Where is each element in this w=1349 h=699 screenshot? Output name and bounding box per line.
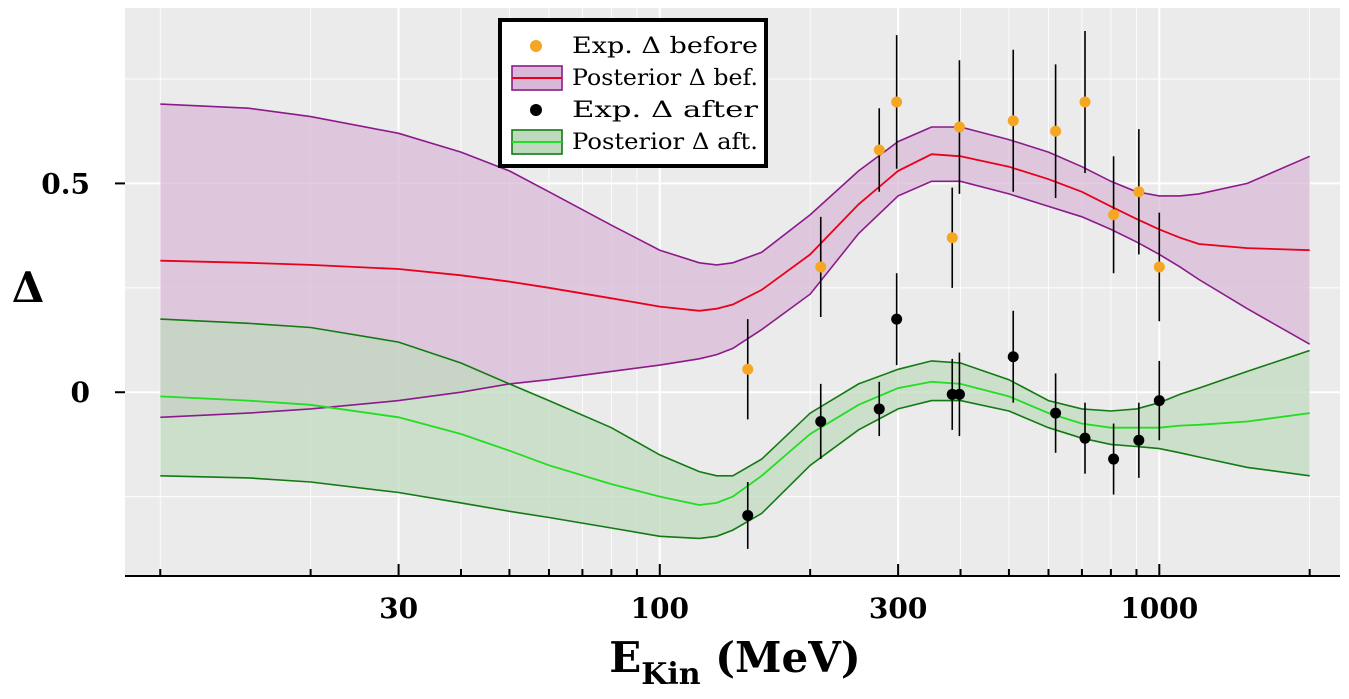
data-point-0-6 [1007,115,1019,127]
data-point-0-7 [1050,125,1062,137]
posterior-mean-line-0 [160,153,1310,312]
data-point-0-2 [873,144,885,156]
posterior-mean-line-1 [160,380,1310,506]
data-point-1-1 [815,415,827,427]
y-tick-label-0: 0.5 [41,167,90,200]
data-point-1-2 [873,403,885,415]
posterior-band-fill-1 [160,319,1310,539]
data-point-1-10 [1133,434,1145,446]
x-tick-label-1: 100 [631,592,689,625]
data-point-0-10 [1133,186,1145,198]
legend: Exp. Δ before Posterior Δ bef. Exp. Δ afte… [498,18,768,168]
data-point-1-7 [1050,407,1062,419]
legend-label-3: Posterior Δ aft. [572,130,758,155]
data-point-0-1 [815,261,827,273]
posterior-band-lower-edge-1 [160,399,1310,540]
posterior-band-upper-edge-1 [160,318,1310,477]
legend-marker-point-0 [530,40,542,52]
legend-label-2: Exp. Δ after [572,98,759,123]
posterior-band-fill-0 [160,104,1310,418]
legend-label-0: Exp. Δ before [572,34,758,59]
experimental-points [742,30,1165,549]
data-point-0-9 [1108,209,1120,221]
y-axis-ticks: 0.50 [41,167,125,409]
data-point-0-5 [953,121,965,133]
x-tick-label-0: 30 [379,592,418,625]
data-point-1-11 [1153,395,1165,407]
x-axis-title-unit: (MeV) [701,633,861,682]
legend-marker-point-2 [530,104,542,116]
data-point-0-8 [1079,96,1091,108]
data-point-1-3 [891,313,903,325]
data-point-1-5 [953,388,965,400]
x-axis-ticks: 30 100 300 1000 [159,564,1311,625]
legend-label-1: Posterior Δ bef. [572,66,758,91]
data-point-0-4 [946,232,958,244]
data-point-0-0 [742,363,754,375]
data-point-1-9 [1108,453,1120,465]
posterior-bands [160,103,1311,540]
x-tick-label-2: 300 [869,592,927,625]
x-tick-label-3: 1000 [1120,592,1198,625]
y-tick-label-1: 0 [71,376,90,409]
posterior-band-upper-edge-0 [160,103,1311,266]
x-axis-title-main: E [609,633,641,682]
x-axis-title-subscript: Kin [641,657,700,692]
y-axis-title: Δ [12,263,45,312]
posterior-band-lower-edge-0 [160,180,1311,419]
data-point-1-8 [1079,432,1091,444]
data-point-1-6 [1007,351,1019,363]
x-axis-title: EKin (MeV) [609,633,860,692]
data-point-1-0 [742,509,754,521]
data-point-0-11 [1153,261,1165,273]
data-point-0-3 [891,96,903,108]
